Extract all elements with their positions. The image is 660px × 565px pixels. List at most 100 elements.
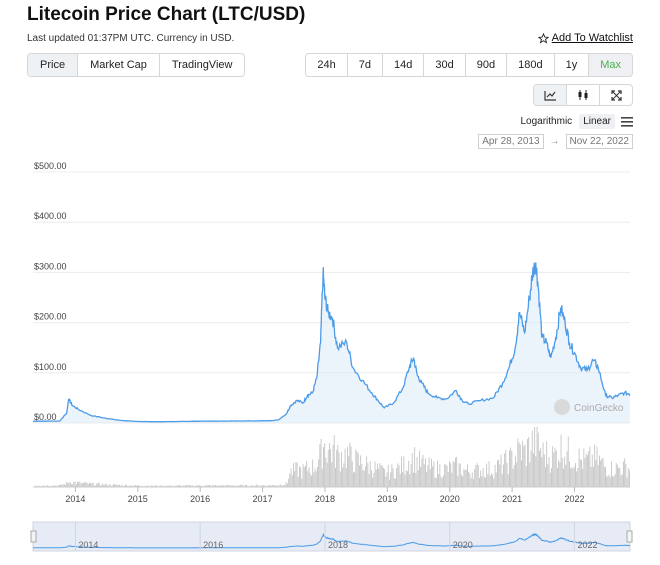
y-tick-label: $0.00 — [34, 412, 57, 422]
volume-bar — [167, 485, 168, 487]
add-to-watchlist-link[interactable]: Add To Watchlist — [537, 32, 633, 44]
date-to-input[interactable]: Nov 22, 2022 — [565, 134, 633, 149]
date-from-input[interactable]: Apr 28, 2013 — [478, 134, 544, 149]
volume-bar — [290, 468, 292, 487]
volume-bar — [552, 446, 554, 487]
volume-bar — [554, 447, 556, 487]
range-180d[interactable]: 180d — [507, 54, 555, 76]
range-max[interactable]: Max — [589, 54, 632, 76]
volume-bar — [519, 444, 521, 487]
volume-bar — [332, 444, 334, 487]
range-7d[interactable]: 7d — [348, 54, 384, 76]
volume-bar — [37, 485, 39, 487]
volume-bar — [575, 463, 576, 487]
volume-bar — [35, 485, 36, 487]
volume-bar — [276, 485, 278, 487]
volume-bar — [212, 484, 214, 487]
volume-bar — [395, 478, 396, 487]
volume-bar — [542, 442, 544, 487]
volume-bar — [169, 485, 171, 487]
scale-toggle: Logarithmic Linear — [513, 114, 633, 129]
volume-bar — [468, 471, 470, 487]
volume-bar — [457, 475, 459, 487]
logarithmic-option[interactable]: Logarithmic — [520, 116, 573, 127]
volume-bar — [279, 484, 281, 487]
volume-bar — [410, 464, 412, 487]
volume-bar — [623, 461, 624, 487]
volume-bar — [323, 447, 324, 487]
volume-bar — [497, 460, 498, 487]
volume-bar — [186, 485, 188, 487]
volume-bar — [482, 468, 484, 487]
volume-bar — [505, 450, 507, 487]
linear-option[interactable]: Linear — [579, 114, 615, 129]
volume-bar — [357, 453, 359, 487]
volume-bar — [433, 461, 435, 487]
volume-bar — [603, 466, 605, 487]
volume-bar — [516, 462, 518, 487]
volume-bar — [349, 442, 351, 487]
price-area — [33, 262, 630, 423]
volume-bar — [300, 467, 302, 487]
volume-bar — [350, 446, 352, 487]
volume-bar — [483, 476, 485, 487]
line-chart-button[interactable] — [534, 85, 567, 105]
volume-bar — [170, 485, 172, 487]
volume-bar — [159, 485, 161, 487]
volume-bar — [314, 468, 316, 487]
volume-bar — [517, 438, 519, 487]
volume-bar — [155, 485, 156, 487]
tab-price[interactable]: Price — [28, 54, 79, 76]
candlestick-button[interactable] — [567, 85, 600, 105]
volume-bar — [527, 439, 528, 487]
volume-bar — [145, 485, 147, 487]
volume-bar — [271, 485, 273, 487]
range-14d[interactable]: 14d — [383, 54, 425, 76]
volume-bar — [152, 485, 154, 487]
y-tick-label: $500.00 — [34, 161, 67, 171]
range-30d[interactable]: 30d — [424, 54, 466, 76]
volume-bar — [74, 481, 76, 487]
volume-bar — [480, 470, 482, 487]
menu-icon[interactable] — [621, 116, 633, 127]
volume-bar — [219, 484, 221, 487]
volume-bar — [522, 440, 524, 487]
volume-bar — [326, 462, 328, 487]
volume-bar — [215, 485, 216, 487]
volume-bar — [55, 485, 57, 487]
tab-tradingview[interactable]: TradingView — [171, 59, 233, 71]
volume-bar — [342, 467, 344, 487]
volume-bar — [295, 462, 297, 487]
volume-bar — [521, 460, 522, 487]
range-24h[interactable]: 24h — [306, 54, 348, 76]
volume-bar — [263, 485, 264, 487]
range-90d[interactable]: 90d — [466, 54, 508, 76]
volume-bar — [373, 472, 375, 487]
volume-bar — [187, 484, 189, 487]
volume-bar — [420, 466, 422, 487]
volume-bar — [231, 485, 233, 487]
volume-bar — [501, 474, 503, 487]
fullscreen-button[interactable] — [600, 85, 632, 105]
volume-bar — [498, 459, 500, 487]
volume-bar — [195, 485, 197, 487]
watermark-text: CoinGecko — [574, 403, 624, 414]
volume-bar — [396, 467, 398, 487]
volume-bar — [319, 444, 321, 487]
volume-bar — [583, 448, 585, 487]
tab-market-cap[interactable]: Market Cap — [78, 54, 160, 76]
volume-bar — [69, 481, 71, 487]
volume-bar — [229, 484, 231, 487]
volume-bar — [569, 461, 570, 487]
range-1y[interactable]: 1y — [555, 54, 590, 76]
volume-bar — [269, 485, 270, 487]
y-tick-label: $200.00 — [34, 312, 67, 322]
volume-bar — [368, 474, 370, 487]
arrow-right-icon: → — [549, 136, 560, 147]
volume-bar — [518, 442, 520, 487]
volume-bar — [132, 485, 134, 487]
volume-bar — [239, 485, 240, 487]
volume-bar — [425, 458, 426, 487]
volume-bar — [221, 485, 222, 487]
volume-bar — [551, 468, 552, 487]
